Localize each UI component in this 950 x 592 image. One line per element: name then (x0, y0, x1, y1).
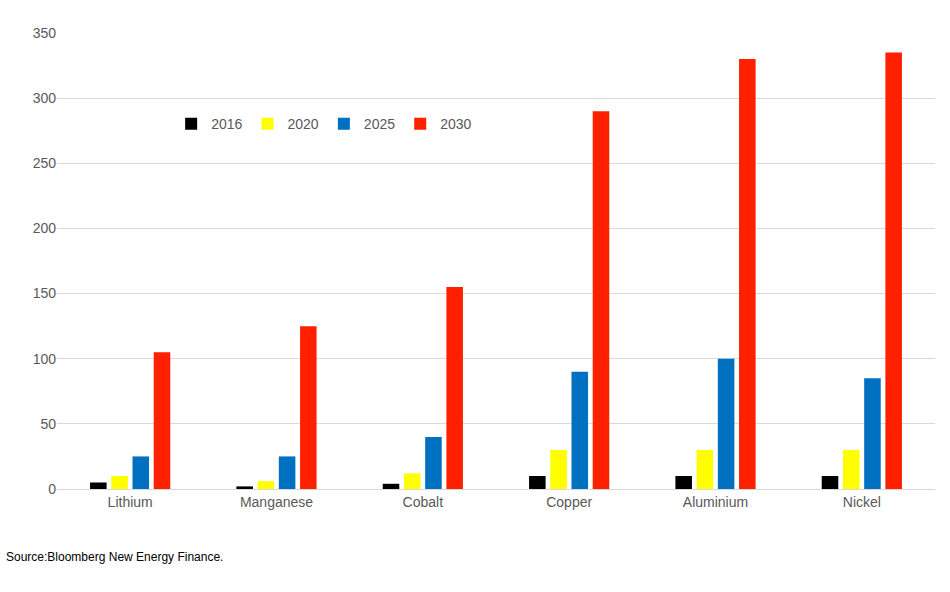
svg-text:2025: 2025 (364, 116, 395, 132)
svg-text:Source:Bloomberg New Energy Fi: Source:Bloomberg New Energy Finance. (6, 550, 223, 564)
svg-text:350: 350 (33, 25, 57, 41)
svg-text:Manganese: Manganese (240, 494, 313, 510)
svg-text:100: 100 (33, 351, 57, 367)
svg-text:Aluminium: Aluminium (683, 494, 748, 510)
svg-text:Copper: Copper (546, 494, 592, 510)
svg-text:50: 50 (40, 416, 56, 432)
svg-text:0: 0 (48, 481, 56, 497)
svg-text:2030: 2030 (440, 116, 471, 132)
svg-text:2020: 2020 (287, 116, 318, 132)
svg-text:150: 150 (33, 285, 57, 301)
svg-text:250: 250 (33, 155, 57, 171)
svg-text:Cobalt: Cobalt (403, 494, 444, 510)
svg-text:2016: 2016 (211, 116, 242, 132)
svg-text:Nickel: Nickel (843, 494, 881, 510)
svg-text:Lithium: Lithium (108, 494, 153, 510)
svg-text:200: 200 (33, 220, 57, 236)
svg-text:300: 300 (33, 90, 57, 106)
